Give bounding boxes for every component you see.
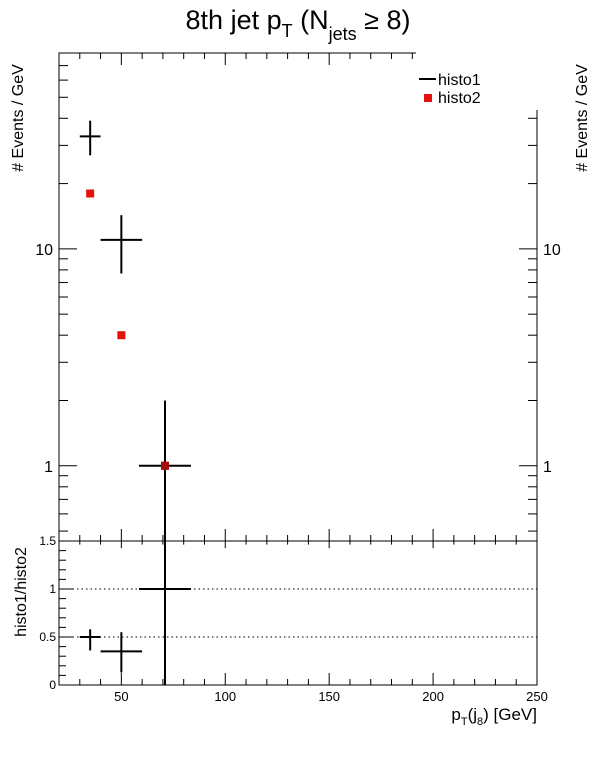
x-axis-label: pT(j8) [GeV] [451,705,537,728]
histo2-marker-overlap [160,461,169,470]
ratio-y-tick-label: 1.5 [39,534,56,548]
legend-background [416,50,538,110]
histo2-marker [86,189,95,198]
x-tick-label: 250 [526,689,548,704]
chart-title: 8th jet pT (Njets ≥ 8) [186,5,411,44]
main-data-marks [79,120,191,541]
histo2-marker [117,331,126,340]
x-tick-label: 200 [422,689,444,704]
ratio-y-tick-label: 0 [49,678,56,692]
y-tick-label-right: 1 [543,459,552,476]
ratio-y-tick-label: 1 [49,582,56,596]
x-tick-label: 100 [214,689,236,704]
legend: histo1 histo2 [416,50,538,110]
y-tick-label-right: 10 [543,242,561,259]
main-plot-frame [58,52,538,542]
main-axes: 1 1 10 10 [35,52,561,541]
y-tick-label: 10 [35,242,53,259]
legend-histo1-label: histo1 [438,72,481,89]
legend-histo2-swatch [424,94,432,102]
ratio-y-axis-label: histo1/histo2 [13,547,30,637]
ratio-plot-frame [58,540,538,686]
x-tick-label: 150 [318,689,340,704]
ratio-y-tick-label: 0.5 [39,630,56,644]
legend-histo2-label: histo2 [438,90,481,107]
x-tick-label: 50 [114,689,128,704]
ratio-data-marks [79,541,191,685]
main-y-axis-label: # Events / GeV [10,64,27,172]
main-y-axis-label-right: # Events / GeV [574,64,591,172]
ratio-axes: 50 100 150 200 250 0 0.5 1 1.5 [39,534,548,704]
y-tick-label: 1 [44,459,53,476]
